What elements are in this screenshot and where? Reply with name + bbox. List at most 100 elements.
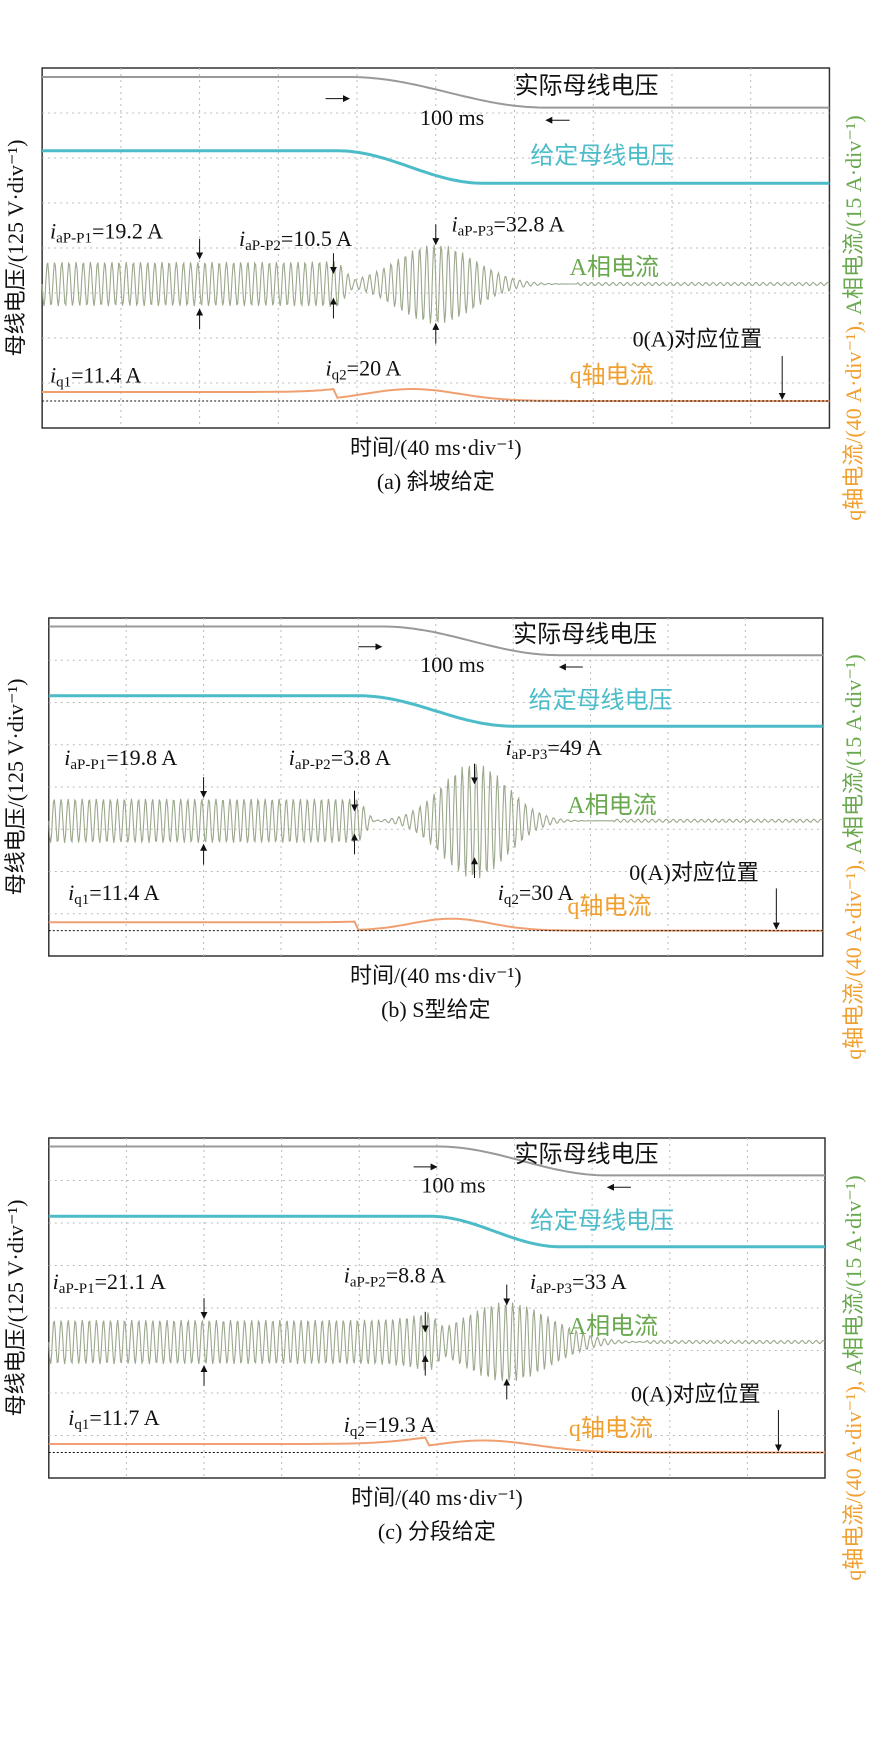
subscript: q2 (504, 893, 519, 909)
y-axis-label: 母线电压/(125 V·div⁻¹) (3, 679, 28, 896)
subscript: q1 (56, 375, 71, 391)
trace-label: 实际母线电压 (515, 72, 659, 99)
trace-label: 给定母线电压 (530, 1208, 674, 1235)
q-current-trace (48, 1436, 825, 1454)
measurement-label: iaP-P1=21.1 A (53, 1269, 166, 1297)
measurement-label: iq1=11.4 A (50, 363, 142, 391)
subscript: aP-P1 (59, 1282, 95, 1298)
subscript: aP-P1 (70, 757, 106, 773)
subscript: aP-P2 (350, 1275, 386, 1291)
trace-label: q轴电流 (569, 1415, 653, 1442)
phase-a-trace (41, 244, 830, 324)
interval-label: 100 ms (420, 105, 484, 130)
value-text: =11.4 A (89, 880, 159, 905)
value-text: =11.4 A (71, 363, 141, 388)
caption: (b) S型给定 (381, 997, 490, 1022)
zero-label: 0(A)对应位置 (633, 327, 763, 352)
symbol: i (326, 355, 332, 380)
measurement-label: iq1=11.4 A (68, 880, 160, 908)
q-axis-part: q轴电流/(40 A·div⁻¹), (841, 854, 866, 1060)
subscript: aP-P2 (295, 757, 331, 773)
symbol: i (344, 1262, 350, 1287)
measurement-label: iaP-P2=8.8 A (344, 1262, 446, 1290)
subscript: aP-P3 (536, 1282, 572, 1298)
value-text: =3.8 A (331, 745, 391, 770)
value-text: =19.2 A (92, 219, 163, 244)
value-text: =30 A (519, 880, 574, 905)
value-text: =32.8 A (493, 211, 564, 236)
measurement-label: iq2=20 A (326, 355, 402, 383)
symbol: i (53, 1269, 59, 1294)
reference-voltage-trace (48, 1214, 825, 1249)
trace-label: q轴电流 (570, 362, 654, 389)
q-axis-part: q轴电流/(40 A·div⁻¹), (841, 315, 866, 521)
value-text: =49 A (547, 735, 602, 760)
symbol: i (68, 1405, 74, 1430)
trace-label: 实际母线电压 (515, 1141, 659, 1168)
subscript: aP-P3 (458, 224, 494, 240)
reference-voltage-trace (42, 149, 830, 185)
a-axis-part: A相电流/(15 A·div⁻¹) (841, 1175, 866, 1375)
measurement-label: iaP-P2=10.5 A (239, 226, 352, 254)
actual-voltage-trace (48, 625, 823, 657)
symbol: i (64, 745, 70, 770)
subscript: aP-P1 (56, 231, 92, 247)
value-text: =19.3 A (365, 1412, 436, 1437)
trace-label: A相电流 (567, 792, 656, 819)
symbol: i (68, 880, 74, 905)
value-text: =11.7 A (89, 1405, 159, 1430)
actual-voltage-trace (48, 1145, 825, 1177)
value-text: =10.5 A (281, 226, 352, 251)
right-axis-label: q轴电流/(40 A·div⁻¹), A相电流/(15 A·div⁻¹) (841, 654, 866, 1060)
symbol: i (239, 226, 245, 251)
trace-label: A相电流 (570, 254, 659, 281)
a-axis-part: A相电流/(15 A·div⁻¹) (841, 654, 866, 854)
trace-label: 给定母线电压 (529, 687, 673, 714)
symbol: i (50, 363, 56, 388)
measurement-label: iq2=30 A (498, 880, 574, 908)
trace-label: 给定母线电压 (530, 143, 674, 170)
y-axis-label: 母线电压/(125 V·div⁻¹) (3, 140, 28, 357)
value-text: =20 A (347, 355, 402, 380)
value-text: =21.1 A (95, 1269, 166, 1294)
x-axis-label: 时间/(40 ms·div⁻¹) (351, 1485, 523, 1510)
x-axis-label: 时间/(40 ms·div⁻¹) (350, 435, 522, 460)
value-text: =8.8 A (386, 1262, 446, 1287)
interval-label: 100 ms (420, 652, 484, 677)
symbol: i (452, 211, 458, 236)
value-text: =33 A (572, 1269, 627, 1294)
y-axis-label: 母线电压/(125 V·div⁻¹) (3, 1200, 28, 1417)
phase-a-trace (48, 1302, 826, 1381)
measurement-label: iaP-P1=19.2 A (50, 219, 163, 247)
zero-label: 0(A)对应位置 (629, 860, 759, 885)
q-axis-part: q轴电流/(40 A·div⁻¹), (841, 1375, 866, 1581)
reference-voltage-trace (48, 694, 823, 728)
measurement-label: iaP-P3=33 A (530, 1269, 627, 1297)
right-axis-label: q轴电流/(40 A·div⁻¹), A相电流/(15 A·div⁻¹) (841, 115, 866, 521)
measurement-label: iaP-P3=49 A (505, 735, 602, 763)
interval-label: 100 ms (421, 1172, 485, 1197)
actual-voltage-trace (42, 76, 830, 109)
value-text: =19.8 A (106, 745, 177, 770)
symbol: i (289, 745, 295, 770)
a-axis-part: A相电流/(15 A·div⁻¹) (841, 115, 866, 315)
trace-label: 实际母线电压 (513, 621, 657, 648)
measurement-label: iaP-P2=3.8 A (289, 745, 391, 773)
subscript: q2 (350, 1424, 365, 1440)
x-axis-label: 时间/(40 ms·div⁻¹) (350, 963, 522, 988)
phase-a-trace (48, 763, 823, 879)
symbol: i (530, 1269, 536, 1294)
subscript: aP-P3 (512, 747, 548, 763)
symbol: i (344, 1412, 350, 1437)
measurement-label: iq1=11.7 A (68, 1405, 160, 1433)
measurement-label: iq2=19.3 A (344, 1412, 436, 1440)
symbol: i (50, 219, 56, 244)
right-axis-label: q轴电流/(40 A·div⁻¹), A相电流/(15 A·div⁻¹) (841, 1175, 866, 1581)
zero-label: 0(A)对应位置 (631, 1381, 761, 1406)
trace-label: q轴电流 (567, 893, 651, 920)
symbol: i (498, 880, 504, 905)
